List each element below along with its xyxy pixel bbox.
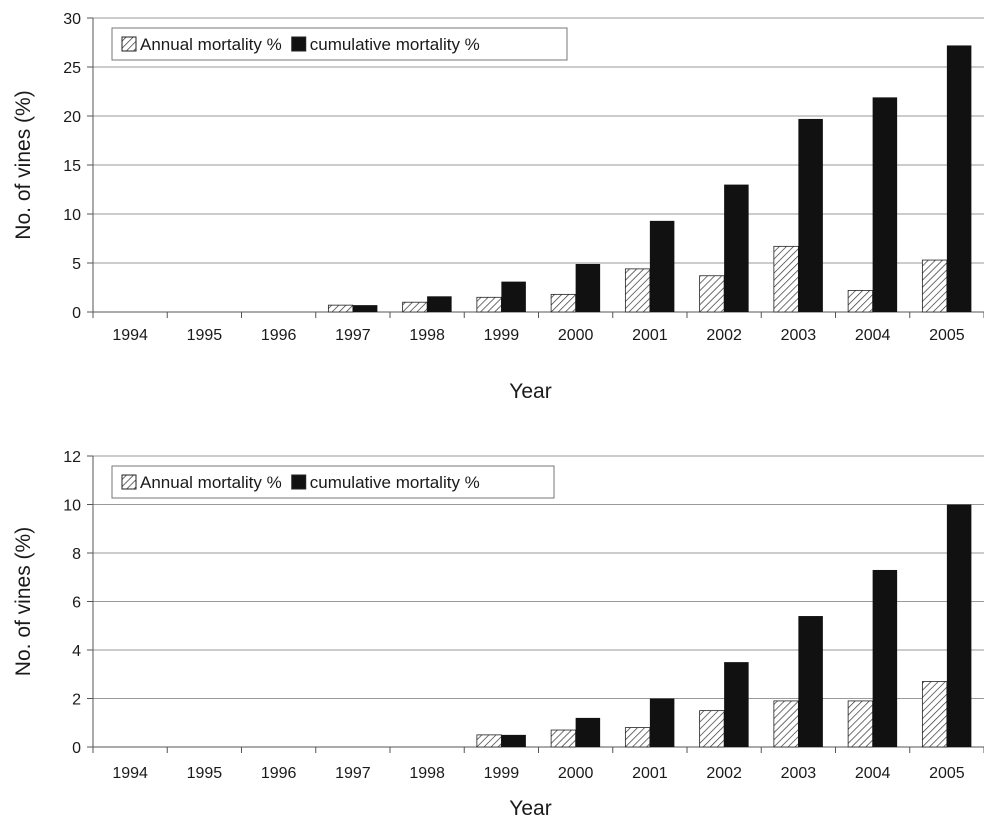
annual-mortality-bar — [921, 259, 948, 313]
x-tick-label: 1995 — [187, 327, 223, 344]
y-tick-label: 30 — [63, 11, 81, 28]
legend-box — [111, 27, 568, 61]
x-tick-label: 1995 — [187, 765, 223, 782]
cumulative-mortality-bar — [798, 616, 823, 747]
cumulative-mortality-bar — [798, 118, 823, 312]
x-tick-label: 2004 — [855, 327, 891, 344]
x-tick-label: 2001 — [632, 765, 668, 782]
x-axis-title: Year — [509, 797, 551, 820]
legend: Annual mortality % cumulative mortality % — [111, 465, 555, 499]
chart-panel-1: 0 5 10 15 20 25 30 1994 1995 1996 1997 1998 1999 2000… — [12, 11, 984, 403]
x-tick-label: 2003 — [781, 327, 817, 344]
cumulative-mortality-bar — [501, 734, 526, 747]
annual-mortality-bar — [327, 304, 354, 313]
legend: Annual mortality % cumulative mortality % — [111, 27, 568, 61]
x-tick-label: 1999 — [484, 327, 520, 344]
legend-label-annual: Annual mortality % — [140, 473, 282, 492]
x-tick-label: 2000 — [558, 327, 594, 344]
annual-mortality-bar — [476, 734, 502, 748]
cumulative-mortality-bar — [427, 296, 452, 312]
x-tick-label: 2000 — [558, 765, 594, 782]
cumulative-mortality-bar — [352, 305, 378, 312]
legend-swatch-cumulative — [291, 36, 307, 52]
y-tick-label: 0 — [72, 740, 81, 757]
annual-mortality-bar — [773, 700, 799, 748]
y-tick-label: 25 — [63, 60, 81, 77]
legend-label-annual: Annual mortality % — [140, 35, 282, 54]
x-axis-title: Year — [509, 380, 551, 403]
annual-mortality-bar — [773, 245, 799, 313]
cumulative-mortality-bar — [575, 717, 601, 747]
cumulative-mortality-bar — [575, 263, 601, 312]
y-axis-title: No. of vines (%) — [12, 527, 35, 676]
annual-mortality-bar — [624, 268, 651, 313]
cumulative-mortality-bar — [649, 220, 675, 312]
x-tick-label: 1996 — [261, 765, 297, 782]
annual-mortality-bar — [699, 710, 725, 748]
y-tick-label: 12 — [63, 449, 81, 466]
annual-mortality-bar — [550, 293, 577, 313]
cumulative-mortality-bar — [872, 569, 898, 747]
x-tick-label: 2002 — [706, 765, 742, 782]
y-tick-label: 0 — [72, 305, 81, 322]
y-axis-title: No. of vines (%) — [12, 90, 35, 239]
cumulative-mortality-bar — [724, 184, 749, 312]
y-tick-label: 4 — [72, 643, 81, 660]
legend-label-cumulative: cumulative mortality % — [310, 35, 480, 54]
y-tick-label: 20 — [63, 109, 81, 126]
y-tick-label: 8 — [72, 546, 81, 563]
cumulative-mortality-bar — [872, 97, 898, 312]
annual-mortality-bar — [402, 301, 428, 313]
x-tick-label: 1999 — [484, 765, 520, 782]
annual-mortality-bar — [921, 681, 948, 748]
cumulative-mortality-bar — [501, 281, 526, 312]
x-tick-label: 1994 — [112, 765, 148, 782]
x-tick-label: 2003 — [781, 765, 817, 782]
annual-mortality-bar — [847, 700, 874, 748]
x-tick-label: 1997 — [335, 765, 371, 782]
cumulative-mortality-bar — [649, 698, 675, 747]
annual-mortality-bar — [699, 275, 725, 313]
legend-swatch-cumulative — [291, 474, 307, 490]
legend-label-cumulative: cumulative mortality % — [310, 473, 480, 492]
annual-mortality-bar — [624, 727, 651, 748]
x-tick-label: 2002 — [706, 327, 742, 344]
y-tick-label: 2 — [72, 692, 81, 709]
legend-box — [111, 465, 555, 499]
annual-mortality-bar — [476, 296, 502, 313]
x-tick-label: 1997 — [335, 327, 371, 344]
y-tick-label: 6 — [72, 595, 81, 612]
legend-swatch-annual — [121, 474, 137, 490]
x-tick-label: 2001 — [632, 327, 668, 344]
x-tick-label: 2005 — [929, 327, 965, 344]
cumulative-mortality-bar — [946, 45, 972, 312]
x-tick-label: 1996 — [261, 327, 297, 344]
chart-panel-2: 0 2 4 6 8 10 12 1994 1995 1996 1997 1998 1999 2000 200… — [12, 449, 984, 820]
y-tick-label: 10 — [63, 498, 81, 515]
x-tick-label: 2005 — [929, 765, 965, 782]
annual-mortality-bar — [847, 290, 874, 313]
cumulative-mortality-bar — [946, 504, 972, 747]
y-tick-label: 15 — [63, 158, 81, 175]
annual-mortality-bar — [550, 729, 577, 748]
y-tick-label: 5 — [72, 256, 81, 273]
x-tick-label: 1994 — [112, 327, 148, 344]
y-tick-label: 10 — [63, 207, 81, 224]
x-tick-label: 1998 — [409, 327, 445, 344]
cumulative-mortality-bar — [724, 662, 749, 747]
legend-swatch-annual — [121, 36, 137, 52]
x-tick-label: 1998 — [409, 765, 445, 782]
x-tick-label: 2004 — [855, 765, 891, 782]
